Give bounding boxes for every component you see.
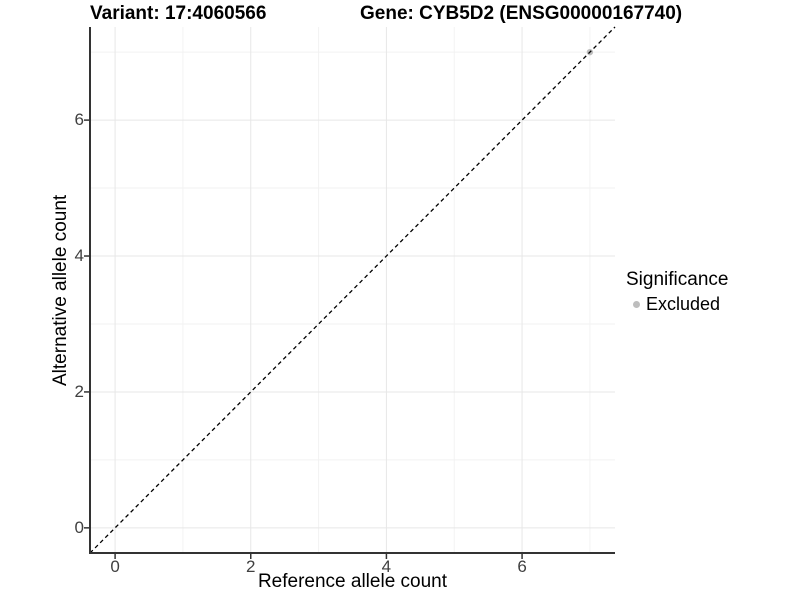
y-tick-label: 2 bbox=[74, 381, 84, 401]
x-axis-title: Reference allele count bbox=[257, 571, 448, 592]
x-tick-label: 0 bbox=[110, 557, 120, 576]
x-tick-label: 6 bbox=[517, 557, 527, 576]
x-tick-label: 4 bbox=[381, 557, 392, 576]
legend-title: Significance bbox=[626, 269, 729, 290]
x-tick-label: 2 bbox=[246, 557, 256, 576]
y-tick-label: 4 bbox=[74, 246, 84, 266]
y-axis-title: Alternative allele count bbox=[50, 194, 71, 386]
plot-title-gene: Gene: CYB5D2 (ENSG00000167740) bbox=[360, 3, 683, 24]
legend-point-icon bbox=[633, 301, 640, 308]
legend: Significance Excluded bbox=[626, 269, 728, 315]
plot-title-variant: Variant: 17:4060566 bbox=[90, 3, 267, 24]
legend-item-excluded: Excluded bbox=[626, 294, 728, 315]
legend-item-label: Excluded bbox=[646, 294, 721, 314]
y-tick-label: 6 bbox=[74, 110, 84, 130]
identity-reference-line bbox=[89, 26, 616, 554]
y-tick-label: 0 bbox=[74, 517, 84, 537]
